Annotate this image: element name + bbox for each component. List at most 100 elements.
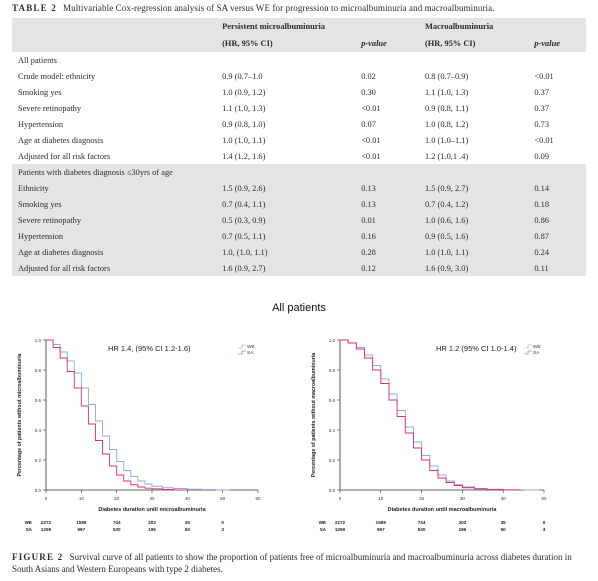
macro-hr: 0.9 (0.5, 1.6) — [418, 228, 529, 244]
section-header-row: Patients with diabetes diagnosis ≤30yrs … — [12, 164, 586, 180]
table-caption: TABLE 2 Multivariable Cox-regression anal… — [12, 3, 495, 13]
y-tick-label: 0.8 — [329, 368, 336, 373]
micro-hr: 1.4 (1.2, 1.6) — [222, 151, 266, 161]
x-tick-label: 20 — [114, 496, 120, 501]
macro-pvalue: 0.14 — [528, 180, 586, 196]
macro-pvalue: 0.18 — [528, 196, 586, 212]
row-label: Adjusted for all risk factors — [12, 260, 217, 276]
macro-hr: 1.0 (1.0, 1.1) — [418, 244, 529, 260]
table-header-row-2: (HR, 95% CI) p-value (HR, 95% CI) p-valu… — [12, 35, 586, 52]
x-tick-label: 0 — [45, 496, 48, 501]
row-label: Age at diabetes diagnosis — [12, 244, 217, 260]
figure-title: All patients — [272, 302, 326, 314]
x-tick-label: 40 — [185, 496, 191, 501]
table-row: Crude model: ethnicity 0.9 (0.7–1.0 0.02 0.… — [12, 68, 586, 84]
x-axis-label: Diabetes duration until macroalbuminuria — [388, 507, 498, 513]
section-title: Patients with diabetes diagnosis ≤30yrs … — [12, 164, 586, 180]
risk-table-group-label: WE — [25, 520, 32, 525]
row-label: Severe retinopathy — [18, 103, 82, 113]
macro-hr: 1.0 (1.0–1.1) — [424, 135, 469, 145]
risk-table-count: 203 — [459, 520, 467, 525]
table-row: Age at diabetes diagnosis 1.0 (1.0, 1.1) <… — [12, 132, 586, 148]
risk-table-count: 196 — [148, 527, 156, 532]
legend-swatch-sa — [238, 350, 246, 355]
km-plot-microalbuminuria: 0.00.20.40.60.81.00 10 20 30 40 50 60Diabetes … — [17, 338, 261, 532]
macro-pvalue: 0.11 — [528, 260, 586, 276]
row-label: Smoking yes — [12, 196, 217, 212]
risk-table-count: 50 — [501, 527, 507, 532]
header-micro-sub: (HR, 95% CI) — [216, 35, 356, 52]
section-header-row: All patients — [12, 52, 586, 68]
table-row: Adjusted for all risk factors 1.6 (0.9, 2… — [12, 260, 586, 276]
risk-table-count: 1269 — [41, 527, 52, 532]
micro-pvalue: 0.12 — [355, 260, 419, 276]
macro-hr: 0.7 (0.4, 1.2) — [418, 196, 529, 212]
macro-hr: 1.6 (0.9, 3.0) — [418, 260, 529, 276]
risk-table-group-label: SA — [26, 527, 33, 532]
macro-hr: 1.2 (1.0,1 .4) — [424, 151, 469, 161]
figure-label: FIGURE 2 — [12, 552, 64, 562]
legend-label-we: WE — [247, 344, 255, 350]
table-row: Hypertension 0.7 (0.5, 1.1) 0.16 0.9 (0.5, … — [12, 228, 586, 244]
table-row: Smoking yes 0.7 (0.4, 1.1) 0.13 0.7 (0.4, 1… — [12, 196, 586, 212]
x-tick-label: 10 — [79, 496, 85, 501]
regression-table: Persistent microalbuminuria Macroalbumin… — [12, 18, 586, 276]
table-header-row-1: Persistent microalbuminuria Macroalbumin… — [12, 18, 586, 35]
x-tick-label: 30 — [460, 496, 466, 501]
x-tick-label: 50 — [220, 496, 226, 501]
row-label: Smoking yes — [18, 87, 62, 97]
risk-table-count: 530 — [113, 527, 121, 532]
risk-table-count: 0 — [221, 520, 224, 525]
header-empty — [12, 18, 217, 35]
micro-hr: 1.0 (0.9, 1.2) — [222, 87, 266, 97]
risk-table-count: 2272 — [41, 520, 52, 525]
table-label: TABLE 2 — [12, 3, 57, 13]
risk-table-count: 744 — [113, 520, 121, 525]
row-label: Severe retinopathy — [12, 212, 217, 228]
x-tick-label: 0 — [339, 496, 342, 501]
micro-hr: 1.1 (1.0, 1.3) — [222, 103, 266, 113]
row-label: Age at diabetes diagnosis — [18, 135, 104, 145]
table-body: All patients Crude model: ethnicity 0.9 (0… — [12, 52, 586, 276]
risk-table-count: 530 — [418, 527, 426, 532]
risk-table-count: 50 — [185, 527, 191, 532]
risk-table-count: 196 — [459, 527, 467, 532]
risk-table-group-label: SA — [320, 527, 327, 532]
risk-table-count: 997 — [77, 527, 85, 532]
micro-pvalue: 0.28 — [355, 244, 419, 260]
macro-hr: 0.8 (0.7–0.9) — [424, 71, 469, 81]
risk-table-count: 2272 — [335, 520, 346, 525]
micro-pvalue: 0.07 — [361, 119, 376, 129]
row-label: Adjusted for all risk factors — [18, 151, 111, 161]
macro-pvalue: 0.09 — [534, 151, 550, 161]
micro-hr: 0.7 (0.4, 1.1) — [216, 196, 356, 212]
legend-label-we: WE — [533, 344, 541, 350]
row-label: Crude model: ethnicity — [18, 71, 96, 81]
legend-label-sa: SA — [247, 350, 254, 356]
x-tick-label: 50 — [541, 496, 547, 501]
table-row: Age at diabetes diagnosis 1.0, (1.0, 1.1)… — [12, 244, 586, 260]
micro-hr: 0.9 (0.7–1.0 — [222, 71, 263, 81]
micro-hr: 0.7 (0.5, 1.1) — [216, 228, 356, 244]
macro-pvalue: 0.37 — [534, 103, 550, 113]
y-tick-label: 0.4 — [35, 428, 42, 433]
macro-pvalue: 0.73 — [534, 119, 550, 129]
risk-table-count: 997 — [377, 527, 385, 532]
table-row: Hypertension 0.9 (0.8, 1.0) 0.07 1.0 (0.8, … — [12, 116, 586, 132]
macro-pvalue: 0.24 — [528, 244, 586, 260]
hr-annotation: HR 1.2 (95% CI 1.0-1.4) — [436, 344, 517, 353]
header-micro-pvalue: p-value — [355, 35, 419, 52]
risk-table-count: 203 — [148, 520, 156, 525]
macro-pvalue: <0.01 — [534, 71, 554, 81]
macro-hr: 1.0 (0.8, 1.2) — [424, 119, 469, 129]
header-micro-pvalue-spacer — [355, 18, 419, 35]
row-label: Hypertension — [12, 228, 217, 244]
legend-swatch-sa — [524, 350, 532, 355]
y-tick-label: 1.0 — [35, 338, 42, 343]
header-macro-pvalue-spacer — [528, 18, 586, 35]
survival-curve-sa — [340, 339, 520, 491]
survival-curve-we — [340, 339, 540, 491]
y-tick-label: 0.0 — [35, 488, 42, 493]
table-row: Ethnicity 1.5 (0.9, 2.6) 0.13 1.5 (0.9, 2.7… — [12, 180, 586, 196]
